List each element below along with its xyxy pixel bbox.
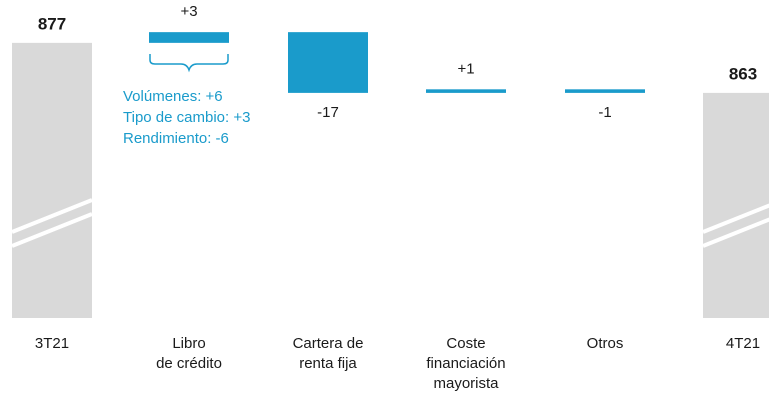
x-tick-label: de crédito <box>156 355 222 372</box>
value-label: 863 <box>729 64 757 83</box>
total-bar <box>12 42 92 319</box>
x-tick-label: mayorista <box>433 375 499 392</box>
axis-break <box>702 217 769 248</box>
x-tick-label: 3T21 <box>35 335 69 352</box>
value-label: 877 <box>38 14 66 33</box>
x-tick-label: renta fija <box>299 355 357 372</box>
delta-bar <box>288 32 368 93</box>
axis-break <box>702 203 769 234</box>
value-label: -1 <box>598 104 611 121</box>
value-label: +3 <box>180 3 197 20</box>
annotation: Volúmenes: +6 Tipo de cambio: +3 Rendimien… <box>123 54 250 147</box>
annotation-text: Volúmenes: +6 <box>123 88 223 105</box>
total-bar <box>703 92 769 318</box>
value-label: +1 <box>457 60 474 77</box>
annotation-text: Tipo de cambio: +3 <box>123 109 250 126</box>
x-tick-label: Cartera de <box>293 335 364 352</box>
x-tick-label: Coste <box>446 335 485 352</box>
x-tick-label: Otros <box>587 335 624 352</box>
brace <box>149 54 229 73</box>
delta-bar <box>565 89 645 93</box>
delta-bar <box>149 32 229 43</box>
axis-break <box>11 212 93 248</box>
x-tick-label: Libro <box>172 335 205 352</box>
x-tick-label: 4T21 <box>726 335 760 352</box>
x-tick-label: financiación <box>426 355 505 372</box>
value-label: -17 <box>317 104 339 121</box>
axis-break <box>11 198 93 234</box>
annotation-text: Rendimiento: -6 <box>123 130 229 147</box>
delta-bar <box>426 89 506 93</box>
